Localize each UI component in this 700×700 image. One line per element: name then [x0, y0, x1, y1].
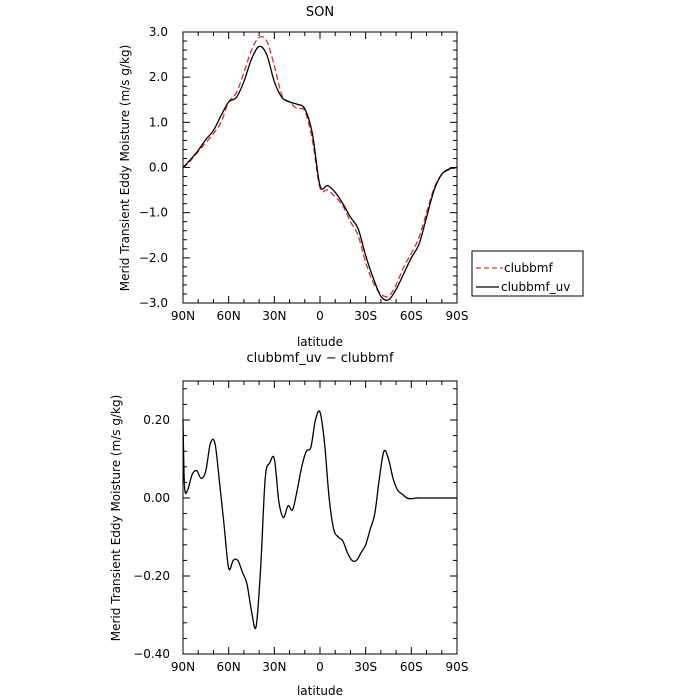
- y-tick-label: −2.0: [139, 251, 168, 265]
- panel-difference: clubbmf_uv − clubbmf 90N 60N 30N 0 30S 60S 90S…: [109, 351, 468, 698]
- y-tick-label: 0.20: [143, 413, 170, 427]
- y-tick-label: −0.20: [133, 569, 170, 583]
- x-tick-label: 90S: [446, 309, 469, 323]
- plot-frame: [182, 31, 458, 304]
- series-group: [182, 35, 458, 301]
- axis-ticks: 90N 60N 30N 0 30S 60S 90S −0.40 −0.20 0.00 0.20: [133, 381, 468, 674]
- x-tick-label: 90N: [171, 660, 195, 674]
- y-tick-label: −3.0: [139, 296, 168, 310]
- x-tick-label: 60N: [217, 309, 241, 323]
- x-tick-label: 30S: [354, 660, 377, 674]
- panel-son: SON 90N 60N 30N 0 30S 60S 90S −3.0 −2.0 −1.0 0.0 1.…: [118, 5, 584, 349]
- x-tick-label: 60S: [400, 660, 423, 674]
- y-tick-label: 2.0: [149, 70, 168, 84]
- y-tick-label: 1.0: [149, 115, 168, 129]
- chart-title: SON: [306, 5, 334, 20]
- y-tick-label: −1.0: [139, 206, 168, 220]
- x-tick-label: 90S: [446, 660, 469, 674]
- legend-label-clubbmf-uv: clubbmf_uv: [501, 280, 570, 294]
- x-tick-label: 30N: [262, 660, 286, 674]
- series-group: [182, 410, 457, 630]
- plot-frame: [182, 380, 458, 655]
- x-tick-label: 0: [316, 660, 324, 674]
- y-axis-label: Merid Transient Eddy Moisture (m/s g/kg): [118, 45, 132, 292]
- x-tick-label: 30S: [354, 309, 377, 323]
- legend-box: [471, 250, 584, 297]
- x-tick-label: 60N: [217, 660, 241, 674]
- x-tick-label: 90N: [171, 309, 195, 323]
- legend-label-clubbmf: clubbmf: [504, 261, 553, 275]
- legend: clubbmf clubbmf_uv: [471, 250, 584, 297]
- x-tick-label: 0: [316, 309, 324, 323]
- y-tick-label: −0.40: [133, 647, 170, 661]
- y-tick-label: 0.00: [143, 491, 170, 505]
- x-axis-label: latitude: [297, 684, 343, 698]
- y-tick-label: 0.0: [149, 161, 168, 175]
- y-tick-label: 3.0: [149, 25, 168, 39]
- chart-title: clubbmf_uv − clubbmf: [246, 351, 393, 366]
- x-tick-label: 30N: [262, 309, 286, 323]
- axis-ticks: 90N 60N 30N 0 30S 60S 90S −3.0 −2.0 −1.0 0.0 1.0 2.0…: [139, 25, 469, 323]
- series-line-clubbmf-uv: [182, 45, 458, 301]
- x-tick-label: 60S: [400, 309, 423, 323]
- series-line-clubbmf: [182, 35, 458, 298]
- x-axis-label: latitude: [297, 335, 343, 349]
- y-axis-label: Merid Transient Eddy Moisture (m/s g/kg): [109, 395, 123, 642]
- series-line-clubbmf-uv-clubbmf: [182, 410, 457, 630]
